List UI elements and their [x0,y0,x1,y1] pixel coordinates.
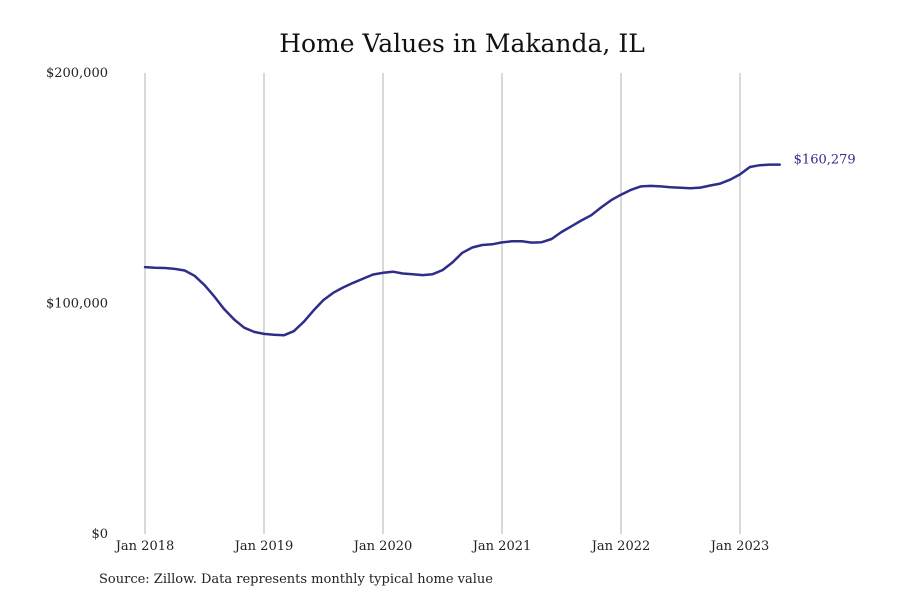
x-tick-label: Jan 2020 [352,539,413,554]
y-tick-label: $200,000 [46,66,108,81]
grid-layer [144,73,741,534]
x-tick-label: Jan 2019 [233,539,294,554]
x-axis: Jan 2018 Jan 2019 Jan 2020 Jan 2021 Jan 2022… [114,539,770,554]
x-tick-label: Jan 2022 [590,539,651,554]
y-axis: $0 $100,000 $200,000 [46,66,108,542]
y-tick-label: $100,000 [46,297,108,312]
end-value-label: $160,279 [794,153,856,168]
series-line [143,163,781,337]
chart-title: Home Values in Makanda, IL [279,29,645,58]
y-tick-label: $0 [91,527,108,542]
x-tick-label: Jan 2018 [114,539,175,554]
x-tick-label: Jan 2021 [471,539,532,554]
source-note: Source: Zillow. Data represents monthly … [99,572,493,587]
series-layer: $160,279 [143,153,856,337]
x-tick-label: Jan 2023 [709,539,770,554]
